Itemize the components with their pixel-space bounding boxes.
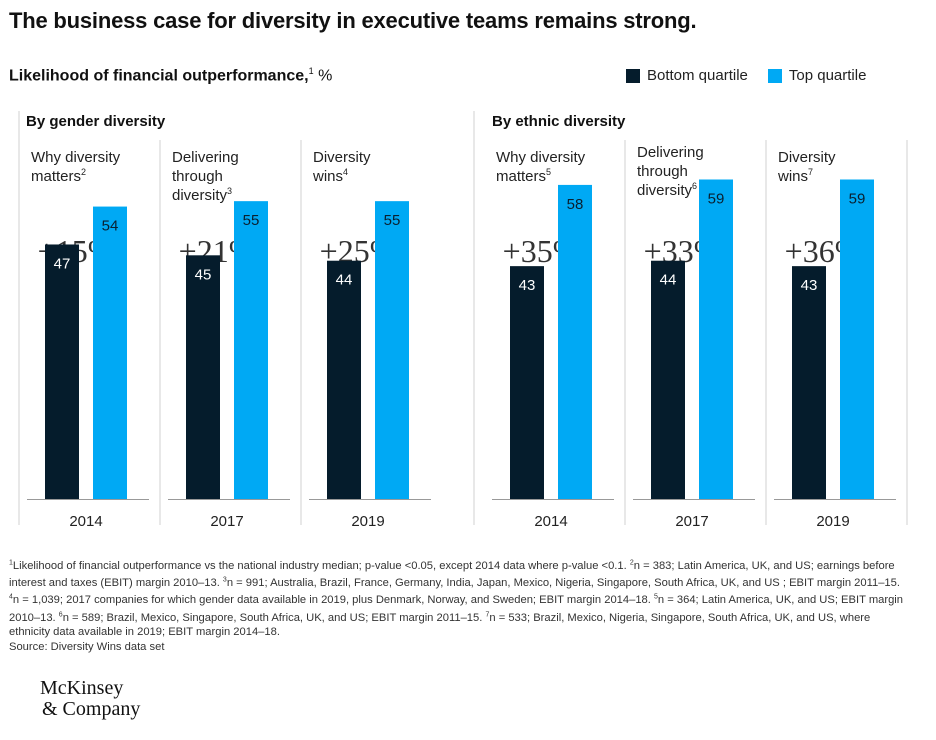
bar-bottom-quartile <box>186 255 220 499</box>
footnote-text: n = 364; Latin America, UK, and US; EBIT… <box>9 594 904 624</box>
data-label-top: 58 <box>567 196 584 213</box>
footnote-marker: 6 <box>58 610 63 618</box>
subtitle-unit: % <box>318 67 333 85</box>
panel-label-line: through <box>172 168 223 185</box>
panel-label-line: Diversity <box>778 149 836 166</box>
mckinsey-logo: McKinsey & Company <box>40 678 140 720</box>
bar-bottom-quartile <box>45 244 79 499</box>
panel-label-footnote-ref: 4 <box>343 167 348 177</box>
logo-line-1: McKinsey <box>40 677 124 699</box>
panel-label-line: diversity <box>172 187 228 204</box>
x-tick-year: 2014 <box>69 513 102 530</box>
data-label-bottom: 43 <box>801 277 818 294</box>
bar-top-quartile <box>375 201 409 499</box>
bar-chart: Why diversitymatters2+15%47542014Deliver… <box>18 111 908 530</box>
panel-label: Why diversity matters2 <box>31 149 121 185</box>
panel-label-line: through <box>637 163 688 180</box>
panel-label-footnote-ref: 2 <box>81 167 86 177</box>
data-label-top: 54 <box>102 218 119 235</box>
bar-bottom-quartile <box>651 260 685 499</box>
x-tick-year: 2017 <box>210 513 243 530</box>
footnote-marker: 5 <box>654 593 658 601</box>
panel-label-line: matters <box>496 168 546 185</box>
panel-label-line: Delivering <box>637 144 704 161</box>
legend-item-bottom: Bottom quartile <box>626 67 748 84</box>
x-tick-year: 2014 <box>534 513 567 530</box>
bar-bottom-quartile <box>327 260 361 499</box>
group-title-ethnic: By ethnic diversity <box>492 113 626 130</box>
footnote-text: Likelihood of financial outperformance v… <box>12 559 630 572</box>
panel-label-line: wins <box>777 168 808 185</box>
subtitle-text: Likelihood of financial outperformance, <box>9 67 309 85</box>
footnote-text: n = 533; Brazil, Mexico, Nigeria, Singap… <box>9 611 871 639</box>
data-label-bottom: 47 <box>54 255 71 272</box>
subtitle-footnote-ref: 1 <box>308 66 314 76</box>
panel-label: Delivering through diversity3 <box>172 149 239 204</box>
legend-label-top: Top quartile <box>788 67 867 84</box>
source-note: Source: Diversity Wins data set <box>9 640 165 653</box>
bar-top-quartile <box>699 179 733 499</box>
footnotes: 1Likelihood of financial outperformance … <box>9 556 909 655</box>
panel-label-footnote-ref: 6 <box>692 181 697 191</box>
footnote-text: n = 383; Latin America, UK, and US; earn… <box>9 559 895 590</box>
data-label-top: 55 <box>384 212 401 229</box>
data-label-top: 59 <box>849 190 866 207</box>
group-title-gender: By gender diversity <box>26 113 166 130</box>
data-label-top: 55 <box>243 212 260 229</box>
data-label-bottom: 44 <box>660 272 677 289</box>
panel-label-line: diversity <box>637 182 693 199</box>
panel-label-footnote-ref: 5 <box>546 167 551 177</box>
data-label-bottom: 44 <box>336 272 353 289</box>
panel-label: Why diversity matters5 <box>496 149 586 185</box>
footnote-marker: 1 <box>9 559 13 566</box>
x-tick-year: 2019 <box>351 513 384 530</box>
data-label-bottom: 43 <box>519 277 536 294</box>
panel-label-footnote-ref: 3 <box>227 186 232 196</box>
x-tick-year: 2019 <box>816 513 849 530</box>
bar-bottom-quartile <box>510 266 544 499</box>
bar-bottom-quartile <box>792 266 826 499</box>
legend-swatch-top <box>767 68 782 83</box>
bar-top-quartile <box>840 179 874 499</box>
footnotes-text: 1Likelihood of financial outperformance … <box>9 559 904 639</box>
legend: Bottom quartile Top quartile <box>626 67 866 84</box>
panel-label-line: Why diversity <box>31 149 121 166</box>
data-label-top: 59 <box>708 190 725 207</box>
footnote-marker: 3 <box>222 576 227 584</box>
footnote-text: n = 589; Brazil, Mexico, Singapore, Sout… <box>62 611 486 624</box>
panel-label-footnote-ref: 7 <box>808 167 813 177</box>
panel-label-line: Diversity <box>313 149 371 166</box>
data-label-bottom: 45 <box>195 266 212 283</box>
bar-top-quartile <box>93 206 127 500</box>
panel-label-line: Why diversity <box>496 149 586 166</box>
panel-label: Diversity wins4 <box>312 149 371 185</box>
legend-swatch-bottom <box>626 68 640 83</box>
x-tick-year: 2017 <box>675 513 708 530</box>
panel-label-line: Delivering <box>172 149 239 166</box>
bar-top-quartile <box>234 201 268 499</box>
chart-title: The business case for diversity in execu… <box>9 8 697 33</box>
bar-top-quartile <box>558 184 592 499</box>
footnote-text: n = 991; Australia, Brazil, France, Germ… <box>226 577 900 590</box>
panel-label: Delivering through diversity6 <box>637 144 704 199</box>
footnote-marker: 7 <box>485 610 490 618</box>
footnote-text: n = 1,039; 2017 companies for which gend… <box>12 594 654 607</box>
panel-label-line: matters <box>31 168 81 185</box>
logo-line-2: & Company <box>42 698 141 720</box>
panel-label: Diversity wins7 <box>777 149 836 185</box>
panel-label-line: wins <box>312 168 343 185</box>
footnote-marker: 4 <box>9 593 13 601</box>
footnote-marker: 2 <box>629 559 634 566</box>
chart-subtitle: Likelihood of financial outperformance,1… <box>9 66 332 85</box>
legend-label-bottom: Bottom quartile <box>647 67 748 84</box>
legend-item-top: Top quartile <box>767 67 867 84</box>
